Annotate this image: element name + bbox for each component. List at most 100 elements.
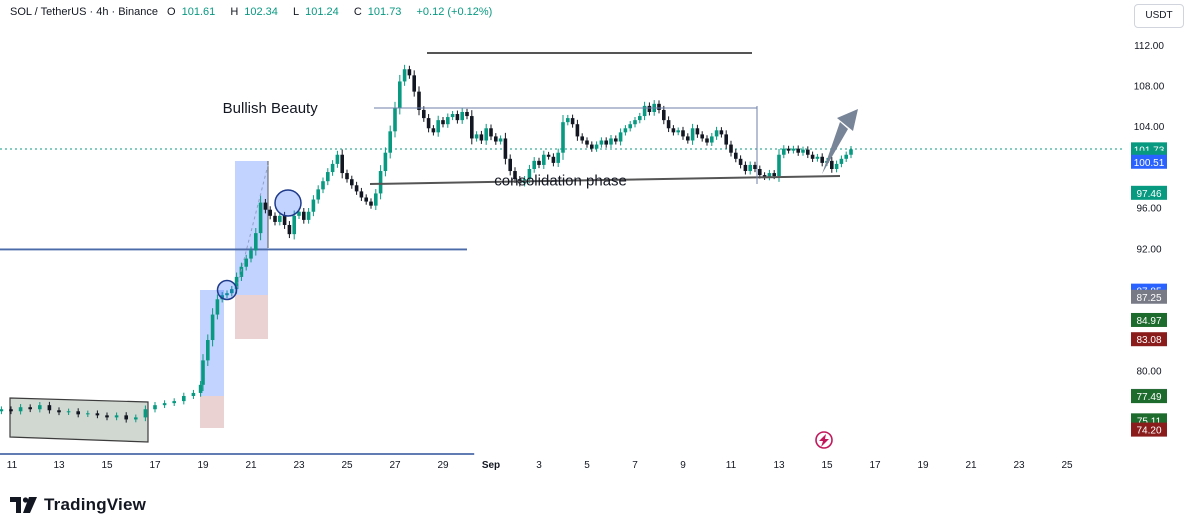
candle-body bbox=[47, 405, 52, 411]
annotation-consolidation-phase: consolidation phase bbox=[494, 172, 627, 189]
price-label-box bbox=[1131, 389, 1167, 404]
candle-body bbox=[647, 105, 652, 112]
candle-body bbox=[9, 409, 13, 412]
price-label-box bbox=[1131, 332, 1167, 347]
y-tick-label: 92.00 bbox=[1136, 244, 1161, 255]
price-label-text: 100.51 bbox=[1134, 158, 1165, 169]
candle-body bbox=[278, 215, 282, 222]
candle-body bbox=[230, 289, 234, 294]
candle-body bbox=[695, 128, 700, 135]
candle-body bbox=[604, 140, 608, 145]
x-tick-label: 11 bbox=[726, 460, 737, 471]
candle-body bbox=[580, 136, 584, 141]
breakout-arrow-shaft bbox=[822, 122, 848, 174]
candle-body bbox=[546, 154, 551, 157]
alert-lightning-icon bbox=[815, 431, 833, 449]
candle-body bbox=[311, 199, 316, 212]
candle-body bbox=[268, 209, 272, 216]
candle-body bbox=[364, 197, 368, 202]
candle-body bbox=[638, 116, 642, 121]
price-label-text: 87.25 bbox=[1136, 293, 1161, 304]
candle-body bbox=[57, 410, 61, 413]
x-tick-label: 27 bbox=[389, 460, 401, 471]
candle-body bbox=[810, 154, 815, 159]
candle-body bbox=[282, 215, 287, 225]
candle-body bbox=[18, 407, 23, 412]
candle-body bbox=[633, 120, 637, 125]
candle-body bbox=[95, 413, 100, 416]
candle-body bbox=[273, 215, 277, 222]
candle-body bbox=[326, 172, 330, 182]
candle-body bbox=[806, 149, 810, 155]
x-tick-label: 25 bbox=[1061, 460, 1073, 471]
candle-body bbox=[191, 392, 196, 397]
candle-body bbox=[628, 124, 632, 129]
candle-body bbox=[700, 134, 704, 139]
candle-body bbox=[292, 215, 296, 235]
candle-body bbox=[705, 138, 709, 143]
candle-body bbox=[575, 124, 580, 137]
candle-body bbox=[76, 411, 80, 415]
candle-body bbox=[378, 171, 383, 194]
price-label-text: 75.11 bbox=[1137, 416, 1162, 427]
candle-body bbox=[330, 163, 335, 173]
x-tick-label: Sep bbox=[482, 460, 500, 471]
ohlc-high: H 102.34 bbox=[230, 6, 284, 18]
y-tick-label: 108.00 bbox=[1134, 82, 1165, 93]
price-label-box bbox=[1131, 312, 1167, 327]
candle-body bbox=[474, 134, 479, 139]
symbol-label[interactable]: SOL / TetherUS · 4h · Binance bbox=[10, 6, 158, 18]
candle-body bbox=[206, 340, 210, 361]
x-tick-label: 11 bbox=[7, 460, 18, 471]
candle-body bbox=[402, 69, 407, 82]
price-label-box bbox=[1131, 185, 1167, 200]
price-label-text: 74.20 bbox=[1136, 426, 1161, 437]
close-value: 101.73 bbox=[367, 6, 402, 18]
candle-body bbox=[254, 233, 258, 251]
price-axis[interactable]: 112.00108.00104.0096.0092.0080.00101.733… bbox=[1131, 41, 1167, 437]
candle-body bbox=[234, 276, 239, 290]
x-tick-label: 13 bbox=[53, 460, 65, 471]
low-label: L bbox=[292, 6, 300, 18]
price-label-text: 97.46 bbox=[1136, 189, 1161, 200]
tradingview-logo[interactable]: TradingView bbox=[10, 494, 146, 516]
tradingview-logo-text: TradingView bbox=[44, 495, 147, 514]
x-tick-label: 25 bbox=[341, 460, 353, 471]
lightning-glyph-icon bbox=[819, 434, 829, 447]
x-tick-label: 7 bbox=[632, 460, 638, 471]
candle-body bbox=[287, 224, 292, 235]
currency-button[interactable]: USDT bbox=[1134, 4, 1184, 28]
candle-body bbox=[513, 171, 517, 180]
candle-body bbox=[359, 191, 364, 198]
candle-body bbox=[38, 405, 42, 410]
candle-body bbox=[777, 154, 781, 177]
candle-body bbox=[455, 114, 460, 121]
highlight-circle-1 bbox=[274, 189, 302, 217]
price-label-box bbox=[1131, 289, 1167, 304]
candle-body bbox=[479, 134, 484, 141]
candle-body bbox=[786, 148, 791, 151]
candle-body bbox=[446, 117, 450, 125]
levels-layer bbox=[0, 248, 475, 455]
candle-body bbox=[215, 299, 220, 315]
x-tick-label: 9 bbox=[680, 460, 686, 471]
x-tick-label: 21 bbox=[245, 460, 257, 471]
candle-body bbox=[743, 164, 748, 172]
candle-body bbox=[714, 130, 719, 137]
price-label-text: 83.08 bbox=[1136, 335, 1161, 346]
candle-body bbox=[412, 75, 416, 92]
candle-body bbox=[244, 258, 248, 267]
x-tick-label: 3 bbox=[536, 460, 542, 471]
candle-body bbox=[551, 156, 556, 163]
time-axis[interactable]: 11 13 15 17 19 21 23 25 27 29 Sep 3 5 7 9 11 13 15 17 19 21 2… bbox=[7, 460, 1073, 471]
candle-body bbox=[508, 158, 512, 172]
breakout-arrow-head bbox=[837, 109, 858, 131]
candle-body bbox=[86, 413, 90, 415]
candle-body bbox=[570, 118, 575, 125]
x-tick-label: 15 bbox=[821, 460, 833, 471]
candle-body bbox=[830, 160, 834, 169]
x-tick-label: 17 bbox=[149, 460, 161, 471]
candle-body bbox=[249, 250, 253, 259]
price-label-box bbox=[1131, 154, 1167, 169]
